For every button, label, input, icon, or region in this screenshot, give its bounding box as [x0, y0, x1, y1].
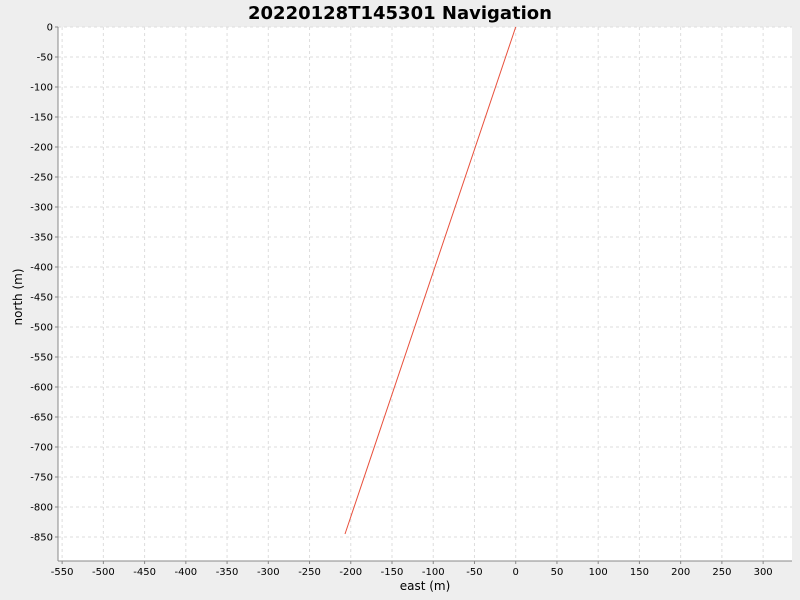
grid-lines — [58, 26, 792, 561]
x-tick-label: -400 — [174, 567, 197, 578]
y-tick-label: -850 — [30, 533, 53, 544]
y-tick-label: -150 — [30, 113, 53, 124]
y-tick-label: -650 — [30, 413, 53, 424]
x-tick-label: -550 — [51, 567, 74, 578]
track-line-series-0 — [344, 26, 517, 535]
y-tick-label: -400 — [30, 263, 53, 274]
y-tick-label: -500 — [30, 323, 53, 334]
chart-title: 20220128T145301 Navigation — [248, 3, 552, 24]
x-tick-label: -300 — [257, 567, 280, 578]
y-tick-label: -300 — [30, 203, 53, 214]
x-tick-label: 50 — [551, 567, 564, 578]
y-tick-label: -550 — [30, 353, 53, 364]
y-tick-label: -700 — [30, 443, 53, 454]
y-tick-label: -200 — [30, 143, 53, 154]
y-tick-label: -50 — [37, 53, 53, 64]
y-tick-label: -450 — [30, 293, 53, 304]
y-tick-label: 0 — [47, 23, 53, 34]
x-tick-label: -450 — [133, 567, 156, 578]
x-tick-label: -250 — [298, 567, 321, 578]
x-tick-label: -500 — [92, 567, 115, 578]
y-tick-label: -800 — [30, 503, 53, 514]
x-tick-label: -350 — [216, 567, 239, 578]
x-tick-label: 300 — [754, 567, 773, 578]
y-tick-label: -600 — [30, 383, 53, 394]
x-tick-label: -50 — [466, 567, 482, 578]
x-tick-label: 100 — [589, 567, 608, 578]
x-tick-label: 150 — [630, 567, 649, 578]
tick-labels: -550 -500 -450 -400 -350 -300 -250 -200 -150 -100… — [30, 23, 772, 579]
axes — [55, 26, 792, 564]
y-tick-label: -250 — [30, 173, 53, 184]
x-tick-label: 250 — [712, 567, 731, 578]
plot-area — [58, 27, 792, 561]
x-tick-label: 200 — [671, 567, 690, 578]
x-axis-label: east (m) — [400, 579, 451, 593]
y-tick-label: -350 — [30, 233, 53, 244]
x-tick-label: -200 — [339, 567, 362, 578]
y-tick-label: -100 — [30, 83, 53, 94]
y-tick-label: -750 — [30, 473, 53, 484]
x-tick-label: 0 — [513, 567, 519, 578]
y-axis-label: north (m) — [11, 268, 25, 325]
x-tick-label: -150 — [381, 567, 404, 578]
series-layer — [344, 26, 517, 535]
x-tick-label: -100 — [422, 567, 445, 578]
